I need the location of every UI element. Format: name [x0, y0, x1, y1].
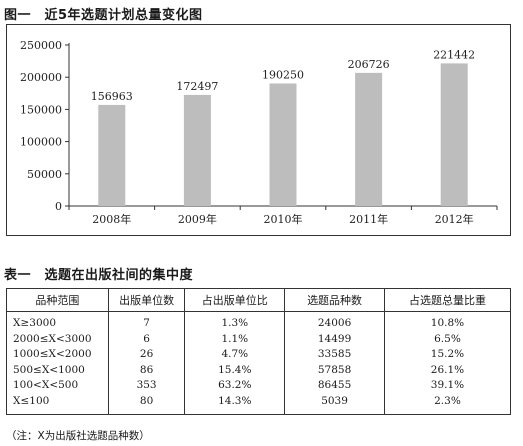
y-tick-label: 250000: [20, 39, 62, 52]
x-tick-label: 2010年: [264, 212, 303, 226]
table-cell: 100<X<500: [6, 378, 109, 394]
header-range: 品种范围: [6, 288, 109, 312]
table-cell: 6.5%: [383, 331, 512, 348]
y-tick-label: 150000: [20, 103, 62, 116]
table-cell: 7: [107, 311, 186, 332]
table-cell: 353: [107, 378, 186, 394]
header-publisher-count: 出版单位数: [107, 288, 186, 312]
bar: [269, 83, 297, 206]
bar: [98, 104, 126, 206]
table-cell: 1000≤X<2000: [6, 347, 109, 363]
table-cell: 86: [107, 362, 186, 379]
bar: [440, 63, 468, 206]
y-tick-label: 200000: [20, 71, 62, 84]
table-cell: 6: [107, 331, 186, 348]
header-title-share: 占选题总量比重: [383, 288, 512, 312]
table-cell: 5039: [284, 393, 385, 415]
table-cell: 33585: [284, 347, 385, 363]
table-cell: 15.4%: [184, 362, 286, 379]
table-cell: 86455: [284, 378, 385, 394]
table-row: 1000≤X<2000 26 4.7% 33585 15.2%: [6, 347, 512, 363]
concentration-table: 品种范围 出版单位数 占出版单位比 选题品种数 占选题总量比重 X≥3000 7 1…: [6, 288, 512, 415]
table-title: 表一 选题在出版社间的集中度: [4, 268, 194, 283]
table-cell: 15.2%: [383, 347, 512, 363]
table-cell: X≥3000: [6, 311, 109, 332]
bar-value-label: 156963: [91, 90, 133, 103]
y-tick-label: 0: [55, 200, 62, 213]
y-tick-label: 100000: [20, 136, 62, 149]
table-header-row: 品种范围 出版单位数 占出版单位比 选题品种数 占选题总量比重: [6, 288, 512, 312]
bar-chart: 0 50000 100000 150000 200000 250000 156963 2008…: [20, 39, 498, 226]
table-cell: 10.8%: [383, 311, 512, 332]
table-cell: 57858: [284, 362, 385, 379]
footnote: （注：X为出版社选题品种数）: [6, 430, 150, 442]
header-title-count: 选题品种数: [284, 288, 385, 312]
x-tick-label: 2012年: [435, 212, 474, 226]
table-row: X≤100 80 14.3% 5039 2.3%: [6, 393, 512, 415]
bar-value-label: 172497: [176, 80, 218, 93]
table-cell: 1.1%: [184, 331, 286, 348]
table-cell: 2.3%: [383, 393, 512, 415]
table-cell: 63.2%: [184, 378, 286, 394]
table-cell: 26.1%: [383, 362, 512, 379]
bar-value-label: 190250: [262, 68, 304, 81]
table-cell: 4.7%: [184, 347, 286, 363]
table-cell: 24006: [284, 311, 385, 332]
bar: [183, 94, 211, 206]
table-cell: 80: [107, 393, 186, 415]
x-tick-label: 2009年: [178, 212, 217, 226]
table-cell: 500≤X<1000: [6, 362, 109, 379]
header-publisher-share: 占出版单位比: [184, 288, 286, 312]
table-cell: 39.1%: [383, 378, 512, 394]
table-cell: X≤100: [6, 393, 109, 415]
bar-value-label: 206726: [348, 58, 390, 71]
table-row: X≥3000 7 1.3% 24006 10.8%: [6, 311, 512, 332]
table-cell: 1.3%: [184, 311, 286, 332]
chart-frame: 0 50000 100000 150000 200000 250000 156963 2008…: [6, 24, 511, 236]
figure-title: 图一 近5年选题计划总量变化图: [4, 8, 203, 23]
x-tick-label: 2008年: [92, 212, 131, 226]
table-row: 500≤X<1000 86 15.4% 57858 26.1%: [6, 362, 512, 379]
table-cell: 14499: [284, 331, 385, 348]
table-cell: 2000≤X<3000: [6, 331, 109, 348]
table-cell: 26: [107, 347, 186, 363]
table-body: X≥3000 7 1.3% 24006 10.8% 2000≤X<3000 6 1.1% 144…: [6, 311, 512, 415]
bar: [355, 72, 383, 206]
table-cell: 14.3%: [184, 393, 286, 415]
x-tick-label: 2011年: [349, 212, 388, 226]
table-row: 2000≤X<3000 6 1.1% 14499 6.5%: [6, 331, 512, 348]
table-row: 100<X<500 353 63.2% 86455 39.1%: [6, 378, 512, 394]
y-tick-label: 50000: [27, 168, 62, 181]
bar-value-label: 221442: [433, 48, 475, 61]
